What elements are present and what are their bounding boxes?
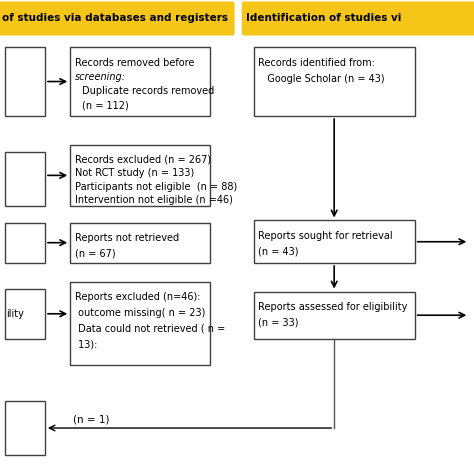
Text: (n = 33): (n = 33) — [258, 317, 299, 327]
Bar — [254, 292, 415, 339]
Text: Reports excluded (n=46):: Reports excluded (n=46): — [75, 292, 201, 302]
Bar — [5, 289, 45, 339]
Text: Duplicate records removed: Duplicate records removed — [82, 86, 214, 96]
Text: screening:: screening: — [75, 72, 126, 82]
Text: Reports not retrieved: Reports not retrieved — [75, 233, 179, 243]
Bar — [70, 47, 210, 116]
Bar — [5, 223, 45, 263]
Text: Records identified from:: Records identified from: — [258, 58, 375, 68]
Text: Records removed before: Records removed before — [75, 58, 194, 68]
Bar — [70, 223, 210, 263]
Bar — [254, 220, 415, 263]
Text: 13):: 13): — [75, 339, 97, 349]
Text: Google Scholar (n = 43): Google Scholar (n = 43) — [258, 74, 385, 84]
Text: Data could not retrieved ( n =: Data could not retrieved ( n = — [75, 324, 225, 334]
Bar — [70, 145, 210, 206]
Bar — [70, 282, 210, 365]
Text: Not RCT study (n = 133): Not RCT study (n = 133) — [75, 168, 194, 178]
Text: (n = 67): (n = 67) — [75, 248, 116, 258]
Text: Reports assessed for eligibility: Reports assessed for eligibility — [258, 302, 408, 312]
Text: (n = 43): (n = 43) — [258, 246, 299, 256]
Bar — [254, 47, 415, 116]
Text: Reports sought for retrieval: Reports sought for retrieval — [258, 231, 393, 241]
Bar — [5, 152, 45, 206]
Text: Records excluded (n = 267): Records excluded (n = 267) — [75, 155, 211, 165]
FancyBboxPatch shape — [242, 1, 474, 36]
Text: (n = 1): (n = 1) — [73, 414, 110, 425]
Text: (n = 112): (n = 112) — [82, 100, 129, 110]
Text: Intervention not eligible (n =46): Intervention not eligible (n =46) — [75, 195, 233, 205]
Text: of studies via databases and registers: of studies via databases and registers — [2, 13, 228, 24]
Text: ility: ility — [6, 309, 24, 319]
Bar — [5, 401, 45, 455]
Text: Participants not eligible  (n = 88): Participants not eligible (n = 88) — [75, 182, 237, 191]
Text: outcome missing( n = 23): outcome missing( n = 23) — [75, 308, 205, 318]
Text: Identification of studies vi: Identification of studies vi — [246, 13, 402, 24]
FancyBboxPatch shape — [0, 1, 235, 36]
Bar — [5, 47, 45, 116]
